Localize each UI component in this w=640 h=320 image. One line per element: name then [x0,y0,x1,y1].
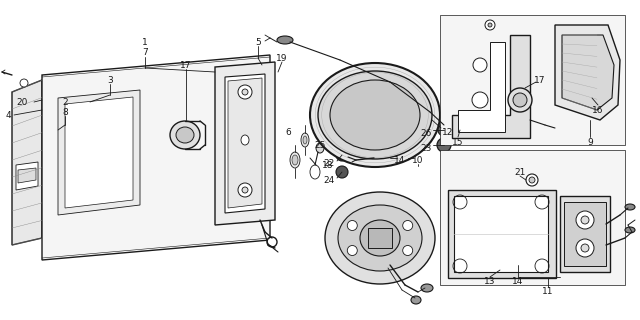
Polygon shape [16,162,38,190]
Ellipse shape [421,284,433,292]
Polygon shape [225,74,265,213]
Ellipse shape [508,88,532,112]
Text: 18: 18 [323,161,333,170]
Polygon shape [12,80,42,245]
Polygon shape [564,202,606,266]
Text: 14: 14 [512,277,524,286]
Polygon shape [42,55,270,260]
Polygon shape [440,150,625,285]
Text: 13: 13 [484,277,496,286]
Ellipse shape [277,36,293,44]
Text: 6: 6 [285,127,291,137]
Ellipse shape [338,205,422,271]
Ellipse shape [513,93,527,107]
Ellipse shape [348,220,357,230]
Polygon shape [58,90,140,215]
Ellipse shape [20,79,28,87]
Ellipse shape [360,220,400,256]
Ellipse shape [242,187,248,193]
Ellipse shape [170,121,200,149]
Ellipse shape [318,71,432,159]
Text: 23: 23 [420,143,432,153]
Ellipse shape [576,211,594,229]
Polygon shape [18,168,36,183]
Ellipse shape [438,124,450,136]
Ellipse shape [411,296,421,304]
Polygon shape [368,228,392,248]
Ellipse shape [437,138,451,152]
Ellipse shape [301,133,309,147]
Text: 8: 8 [62,108,68,116]
Text: 26: 26 [420,129,432,138]
Polygon shape [454,196,548,272]
Ellipse shape [330,80,420,150]
Ellipse shape [290,152,300,168]
Text: 1: 1 [142,37,148,46]
Ellipse shape [242,89,248,95]
Polygon shape [215,62,275,225]
Ellipse shape [336,149,348,161]
Text: 3: 3 [107,76,113,84]
Ellipse shape [292,155,298,165]
Polygon shape [458,42,505,132]
Text: 12: 12 [442,127,454,137]
Text: 10: 10 [412,156,424,164]
Polygon shape [452,35,530,138]
Ellipse shape [374,154,386,162]
Ellipse shape [485,20,495,30]
Text: 7: 7 [142,47,148,57]
Ellipse shape [325,192,435,284]
Text: 4: 4 [5,110,11,119]
Text: 17: 17 [534,76,546,84]
Text: 19: 19 [276,53,288,62]
Text: 9: 9 [587,138,593,147]
Text: 17: 17 [180,60,192,69]
Polygon shape [448,190,556,278]
Ellipse shape [336,166,348,178]
Ellipse shape [403,245,413,255]
Ellipse shape [238,85,252,99]
Text: 15: 15 [452,138,464,147]
Ellipse shape [238,183,252,197]
Text: 24: 24 [324,175,335,185]
Ellipse shape [472,92,488,108]
Text: 5: 5 [255,37,261,46]
Text: 11: 11 [542,287,554,297]
Text: 22: 22 [324,158,335,167]
Polygon shape [562,35,614,110]
Polygon shape [560,196,610,272]
Ellipse shape [473,58,487,72]
Ellipse shape [625,204,635,210]
Polygon shape [65,97,133,208]
Text: 16: 16 [592,106,604,115]
Ellipse shape [310,63,440,167]
Ellipse shape [241,135,249,145]
Ellipse shape [581,244,589,252]
Text: 14: 14 [394,156,406,164]
Ellipse shape [316,143,324,153]
Ellipse shape [576,239,594,257]
Ellipse shape [403,220,413,230]
Ellipse shape [529,177,535,183]
Ellipse shape [625,227,635,233]
Ellipse shape [267,237,277,247]
Ellipse shape [526,174,538,186]
Polygon shape [440,15,625,145]
Polygon shape [228,78,262,208]
Text: 25: 25 [314,140,326,149]
Ellipse shape [488,23,492,27]
Ellipse shape [348,245,357,255]
Ellipse shape [581,216,589,224]
Text: 2: 2 [62,98,68,107]
Ellipse shape [303,136,307,144]
Text: 21: 21 [515,167,525,177]
Ellipse shape [176,127,194,143]
Text: 20: 20 [16,98,28,107]
Polygon shape [555,25,620,120]
